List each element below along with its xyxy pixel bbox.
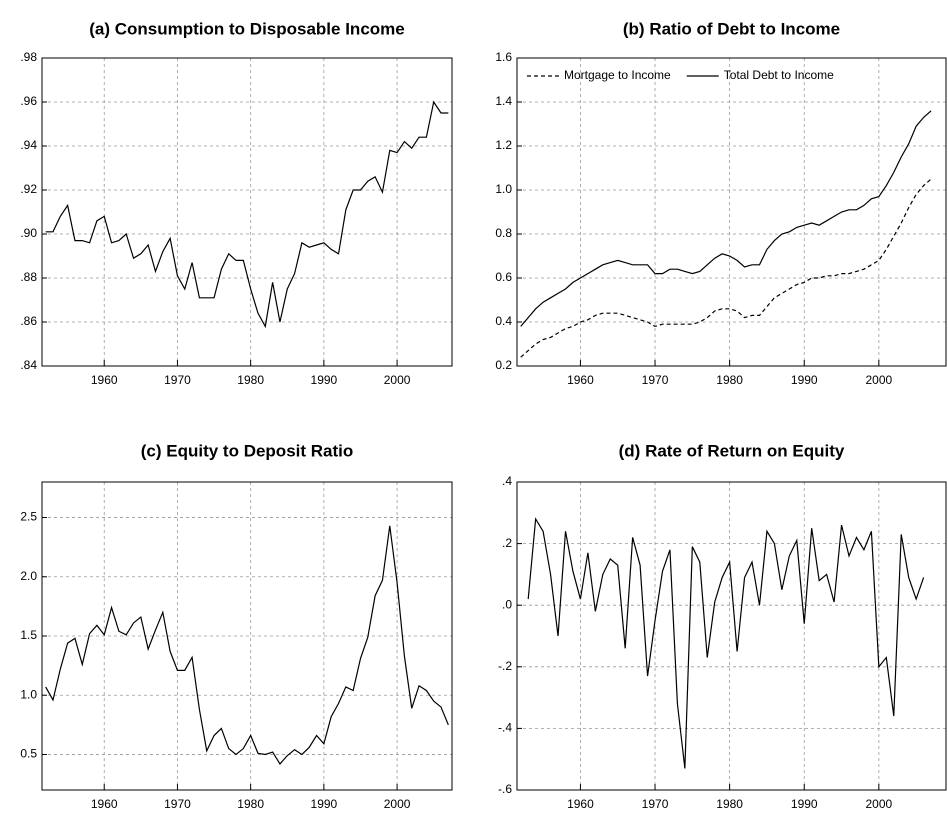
x-tick-label: 2000 <box>866 373 893 387</box>
y-tick-label: 1.5 <box>20 628 37 642</box>
y-tick-label: .98 <box>20 50 37 64</box>
y-tick-label: 0.5 <box>20 747 37 761</box>
y-tick-label: .4 <box>502 474 512 488</box>
x-tick-label: 1960 <box>567 797 594 811</box>
y-tick-label: -.6 <box>498 782 512 796</box>
y-tick-label: .0 <box>502 597 512 611</box>
plot-frame <box>41 57 453 367</box>
y-tick-label: 1.0 <box>20 687 37 701</box>
chart-title: (c) Equity to Deposit Ratio <box>141 441 354 460</box>
y-tick-label: -.4 <box>498 721 512 735</box>
plot-frame <box>516 57 947 367</box>
x-tick-label: 1990 <box>791 373 818 387</box>
y-tick-label: 2.0 <box>20 569 37 583</box>
series-line <box>520 110 932 327</box>
x-tick-label: 2000 <box>384 797 411 811</box>
x-tick-label: 1990 <box>311 797 338 811</box>
legend-label: Mortgage to Income <box>564 68 671 82</box>
x-tick-label: 1970 <box>642 373 669 387</box>
y-tick-label: 1.6 <box>495 50 512 64</box>
x-tick-label: 1970 <box>164 797 191 811</box>
plot-frame <box>41 481 453 791</box>
y-tick-label: .90 <box>20 226 37 240</box>
y-tick-label: 1.2 <box>495 138 512 152</box>
y-tick-label: .94 <box>20 138 37 152</box>
y-tick-label: -.2 <box>498 659 512 673</box>
x-tick-label: 1960 <box>91 373 118 387</box>
x-tick-label: 2000 <box>384 373 411 387</box>
series-line <box>45 525 449 765</box>
chart-title: (d) Rate of Return on Equity <box>619 441 845 460</box>
y-tick-label: 0.6 <box>495 270 512 284</box>
y-tick-label: .92 <box>20 182 37 196</box>
x-tick-label: 1960 <box>91 797 118 811</box>
y-tick-label: 1.0 <box>495 182 512 196</box>
x-tick-label: 1980 <box>716 797 743 811</box>
plot-frame <box>516 481 947 791</box>
x-tick-label: 1980 <box>716 373 743 387</box>
series-line <box>527 517 925 769</box>
series-line <box>520 178 932 358</box>
x-tick-label: 1990 <box>311 373 338 387</box>
y-tick-label: .2 <box>502 536 512 550</box>
y-tick-label: 2.5 <box>20 510 37 524</box>
legend-label: Total Debt to Income <box>724 68 834 82</box>
x-tick-label: 1970 <box>642 797 669 811</box>
x-tick-label: 1960 <box>567 373 594 387</box>
x-tick-label: 1980 <box>237 797 264 811</box>
y-tick-label: 1.4 <box>495 94 512 108</box>
y-tick-label: .88 <box>20 270 37 284</box>
y-tick-label: .96 <box>20 94 37 108</box>
y-tick-label: .86 <box>20 314 37 328</box>
chart-title: (a) Consumption to Disposable Income <box>89 19 404 38</box>
chart-title: (b) Ratio of Debt to Income <box>623 19 840 38</box>
y-tick-label: 0.2 <box>495 358 512 372</box>
y-tick-label: 0.8 <box>495 226 512 240</box>
x-tick-label: 2000 <box>866 797 893 811</box>
y-tick-label: .84 <box>20 358 37 372</box>
series-line <box>45 100 449 329</box>
x-tick-label: 1970 <box>164 373 191 387</box>
x-tick-label: 1980 <box>237 373 264 387</box>
x-tick-label: 1990 <box>791 797 818 811</box>
y-tick-label: 0.4 <box>495 314 512 328</box>
